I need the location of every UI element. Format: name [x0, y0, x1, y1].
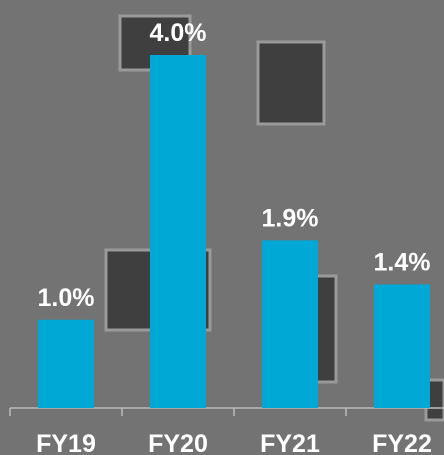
- x-tick-label: FY22: [372, 430, 432, 455]
- bar: [150, 55, 206, 408]
- x-tick-label: FY19: [36, 430, 96, 455]
- value-label: 1.9%: [262, 204, 319, 232]
- value-label: 1.0%: [38, 284, 95, 312]
- x-tick-label: FY21: [260, 430, 320, 455]
- x-tick-label: FY20: [148, 430, 208, 455]
- value-label: 4.0%: [150, 19, 207, 47]
- value-label: 1.4%: [374, 248, 431, 276]
- bar: [38, 319, 94, 408]
- bar: [262, 240, 318, 408]
- bar: [374, 284, 430, 408]
